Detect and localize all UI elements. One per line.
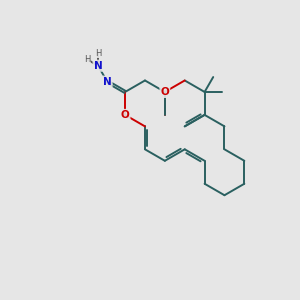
Text: O: O [160, 87, 169, 97]
Text: H: H [84, 55, 90, 64]
Text: N: N [94, 61, 102, 71]
Text: H: H [95, 49, 101, 58]
Text: N: N [103, 76, 112, 87]
Text: O: O [121, 110, 130, 120]
